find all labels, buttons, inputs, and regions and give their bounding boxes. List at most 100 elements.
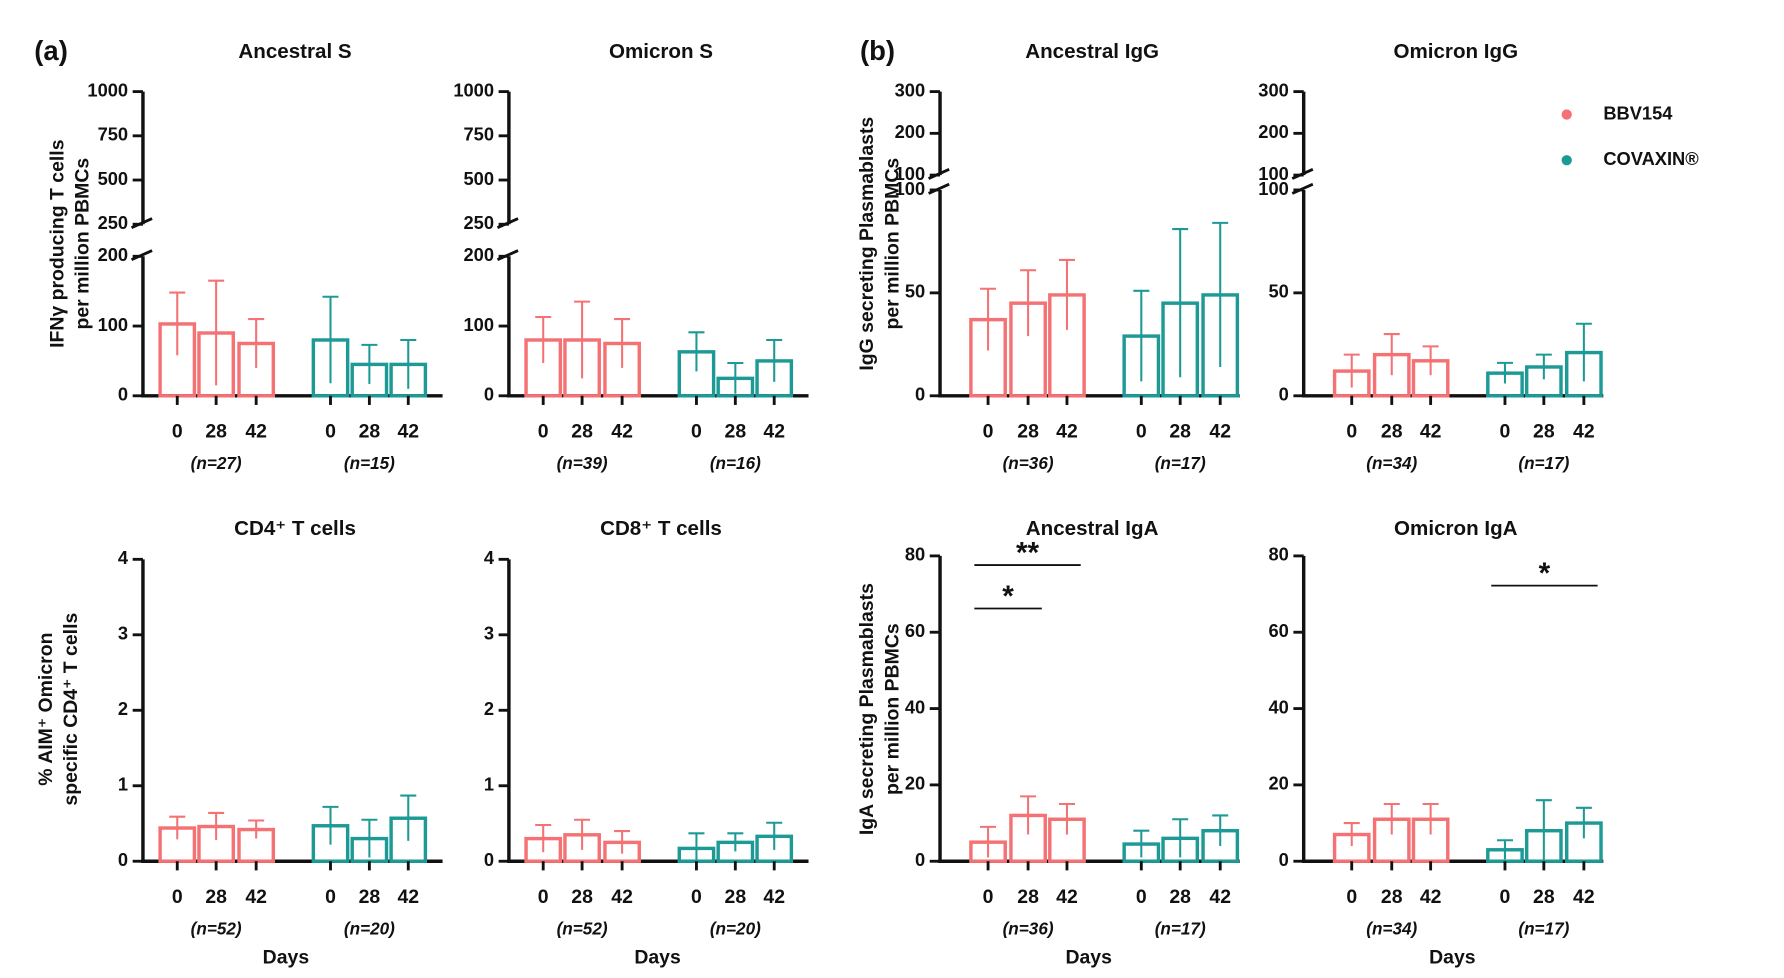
x-tick-label: 0	[325, 421, 336, 443]
y-tick-label: 1000	[87, 79, 128, 100]
y-tick-label: 100	[1258, 163, 1289, 184]
x-tick-label: 42	[1420, 421, 1442, 443]
n-label: (n=17)	[1518, 453, 1569, 473]
x-tick-label: 0	[983, 886, 994, 908]
x-tick-label: 42	[1209, 886, 1231, 908]
y-tick-label: 0	[118, 384, 128, 405]
x-tick-label: 0	[691, 886, 702, 908]
y-tick-label: 0	[1279, 384, 1289, 405]
y-tick-label: 60	[905, 620, 925, 641]
y-tick-label: 40	[1268, 696, 1288, 717]
x-tick-label: 28	[1169, 886, 1191, 908]
y-axis-label: IgA secreting Plasmablasts per million PB…	[856, 583, 903, 835]
y-tick-label: 100	[1258, 178, 1289, 199]
n-label: (n=17)	[1518, 918, 1569, 938]
y-tick-label: 0	[1279, 849, 1289, 870]
axis-break	[1291, 182, 1314, 195]
x-tick-label: 28	[725, 421, 747, 443]
significance-label: *	[1002, 580, 1014, 613]
y-tick-label: 3	[484, 623, 494, 644]
x-tick-label: 28	[1169, 421, 1191, 443]
chart-title: CD4⁺ T cells	[234, 517, 356, 540]
n-label: (n=36)	[1003, 453, 1054, 473]
x-tick-label: 28	[1381, 421, 1403, 443]
x-tick-label: 28	[571, 421, 593, 443]
y-tick-label: 300	[895, 79, 926, 100]
y-tick-label: 0	[484, 384, 494, 405]
y-axis-label-line: % AIM⁺ Omicron	[35, 633, 57, 786]
axis-break	[928, 182, 950, 195]
y-axis-label-line: IgG secreting Plasmablasts	[856, 117, 878, 371]
y-tick-label: 80	[1268, 544, 1288, 565]
n-label: (n=27)	[191, 453, 242, 473]
chart-title: Ancestral S	[238, 40, 351, 63]
y-tick-label: 100	[98, 314, 129, 335]
n-label: (n=17)	[1155, 453, 1206, 473]
x-tick-label: 0	[325, 886, 336, 908]
x-axis-label: Days	[263, 947, 310, 969]
y-tick-label: 1	[118, 774, 128, 795]
x-tick-label: 28	[571, 886, 593, 908]
y-axis-label-line: specific CD4⁺ T cells	[60, 613, 82, 806]
legend-label: COVAXIN®	[1603, 148, 1699, 169]
x-tick-label: 0	[538, 421, 549, 443]
y-tick-label: 0	[118, 849, 128, 870]
x-tick-label: 0	[172, 886, 183, 908]
y-tick-label: 200	[98, 244, 129, 265]
x-tick-label: 42	[763, 421, 785, 443]
y-axis-label-line: per million PBMCs	[881, 158, 903, 330]
y-tick-label: 4	[484, 547, 495, 568]
legend-marker	[1561, 155, 1572, 166]
y-tick-label: 1	[484, 774, 494, 795]
x-tick-label: 0	[1136, 421, 1147, 443]
y-tick-label: 250	[464, 212, 495, 233]
x-tick-label: 28	[359, 421, 381, 443]
y-tick-label: 200	[1258, 121, 1289, 142]
y-tick-label: 0	[484, 849, 494, 870]
y-tick-label: 50	[1268, 281, 1288, 302]
n-label: (n=36)	[1003, 918, 1054, 938]
chart-title: Omicron IgA	[1394, 517, 1518, 540]
y-tick-label: 0	[915, 384, 925, 405]
y-tick-label: 200	[895, 121, 926, 142]
y-axis-label-line: IFNγ producing T cells	[46, 139, 68, 348]
x-tick-label: 0	[172, 421, 183, 443]
n-label: (n=39)	[557, 453, 608, 473]
x-axis-label: Days	[1429, 947, 1476, 969]
y-tick-label: 750	[464, 124, 495, 145]
chart-title: Omicron S	[609, 40, 713, 63]
n-label: (n=52)	[557, 918, 608, 938]
x-tick-label: 42	[1056, 421, 1078, 443]
axis-break	[496, 249, 519, 262]
x-tick-label: 42	[611, 886, 633, 908]
x-tick-label: 28	[725, 886, 747, 908]
x-tick-label: 42	[1056, 886, 1078, 908]
x-tick-label: 42	[1209, 421, 1231, 443]
panel-label: (b)	[860, 35, 895, 66]
n-label: (n=15)	[344, 453, 395, 473]
x-tick-label: 42	[245, 886, 267, 908]
x-tick-label: 28	[1017, 886, 1039, 908]
significance-label: **	[1016, 537, 1040, 570]
y-axis-label: IFNγ producing T cells per million PBMCs	[46, 139, 93, 348]
x-tick-label: 42	[1573, 886, 1595, 908]
x-axis-label: Days	[1065, 947, 1112, 969]
y-tick-label: 50	[905, 281, 925, 302]
legend-label: BBV154	[1603, 102, 1673, 123]
chart-title: CD8⁺ T cells	[600, 517, 722, 540]
x-tick-label: 0	[1346, 421, 1357, 443]
y-tick-label: 300	[1258, 79, 1289, 100]
x-tick-label: 42	[611, 421, 633, 443]
y-axis-label-line: per million PBMCs	[72, 158, 94, 330]
axis-break	[130, 249, 153, 262]
y-tick-label: 20	[1268, 773, 1288, 794]
chart-title: Omicron IgG	[1393, 40, 1518, 63]
x-tick-label: 42	[763, 886, 785, 908]
y-axis-label: % AIM⁺ Omicron specific CD4⁺ T cells	[35, 613, 82, 806]
x-tick-label: 0	[691, 421, 702, 443]
y-tick-label: 500	[464, 168, 495, 189]
x-tick-label: 28	[359, 886, 381, 908]
n-label: (n=16)	[710, 453, 761, 473]
x-tick-label: 42	[245, 421, 267, 443]
